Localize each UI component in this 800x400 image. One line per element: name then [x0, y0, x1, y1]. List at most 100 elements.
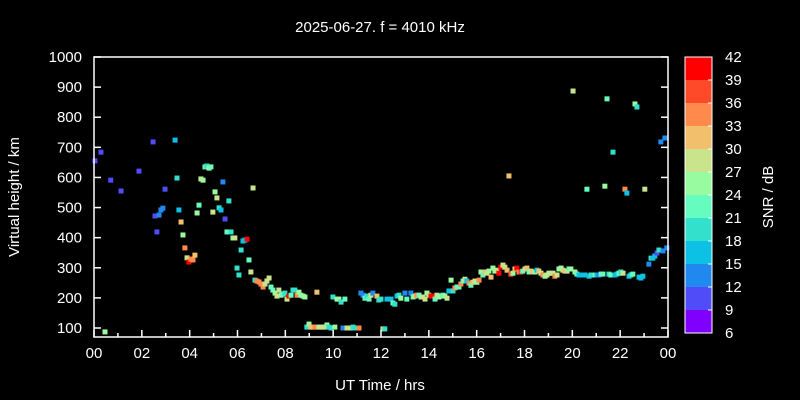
data-point	[640, 273, 646, 279]
colorbar-tick-label: 15	[725, 256, 742, 273]
data-point	[634, 104, 640, 110]
data-point	[244, 236, 250, 242]
x-axis-label: UT Time / hrs	[335, 377, 425, 394]
data-point	[360, 292, 366, 298]
colorbar-band	[685, 218, 712, 241]
data-point	[218, 207, 224, 213]
data-point	[608, 272, 614, 278]
x-tick-label: 00	[86, 345, 103, 362]
colorbar-band	[685, 103, 712, 126]
data-point	[476, 277, 482, 283]
data-point	[490, 265, 496, 271]
data-point	[220, 179, 226, 185]
x-tick-label: 00	[660, 345, 677, 362]
data-point	[228, 229, 234, 235]
y-tick-label: 700	[57, 139, 82, 156]
data-point	[456, 284, 462, 290]
data-point	[160, 205, 166, 211]
colorbar: 6 9 12 15 18 21 24 27 30 33 36 39 42	[684, 49, 742, 342]
data-point	[212, 189, 218, 195]
data-point	[182, 245, 188, 251]
x-tick-label: 04	[181, 345, 198, 362]
data-point	[524, 265, 530, 271]
data-point	[156, 212, 162, 218]
data-point	[342, 296, 348, 302]
colorbar-band	[685, 241, 712, 264]
data-point	[332, 324, 338, 330]
data-point	[268, 284, 274, 290]
data-point	[432, 296, 438, 302]
data-point	[224, 229, 230, 235]
data-point	[194, 210, 200, 216]
data-point	[514, 265, 520, 271]
y-tick-label: 300	[57, 260, 82, 277]
data-point	[162, 186, 168, 192]
y-tick-label: 100	[57, 320, 82, 337]
data-point	[276, 287, 282, 293]
data-point	[374, 293, 380, 299]
data-point	[238, 247, 244, 253]
data-point	[642, 186, 648, 192]
y-tick-label: 800	[57, 109, 82, 126]
data-point	[190, 257, 196, 263]
data-point	[200, 177, 206, 183]
colorbar-tick-label: 36	[725, 95, 742, 112]
x-tick-label: 14	[420, 345, 437, 362]
data-point	[468, 282, 474, 288]
data-point	[172, 137, 178, 143]
colorbar-tick-label: 12	[725, 279, 742, 296]
data-point	[388, 296, 394, 302]
data-point	[288, 292, 294, 298]
colorbar-tick-label: 27	[725, 164, 742, 181]
data-point	[494, 267, 500, 273]
data-point	[338, 299, 344, 305]
data-point	[272, 290, 278, 296]
chart-title: 2025-06-27. f = 4010 kHz	[295, 19, 465, 36]
x-tick-label: 12	[373, 345, 390, 362]
data-point	[660, 248, 666, 254]
colorbar-band	[685, 80, 712, 103]
y-tick-label: 200	[57, 290, 82, 307]
data-point	[260, 284, 266, 290]
data-point	[314, 289, 320, 295]
y-tick-label: 500	[57, 200, 82, 217]
data-point	[274, 293, 280, 299]
data-point	[448, 277, 454, 283]
data-point	[246, 257, 252, 263]
data-point	[340, 325, 346, 331]
data-point	[392, 301, 398, 307]
data-point	[458, 281, 464, 287]
data-point	[444, 295, 450, 301]
colorbar-band	[685, 149, 712, 172]
data-point	[550, 270, 556, 276]
data-point	[622, 186, 628, 192]
data-point	[152, 213, 158, 219]
data-point	[662, 135, 668, 141]
data-point	[632, 101, 638, 107]
y-axis-label: Virtual height / km	[6, 137, 23, 257]
data-point	[258, 281, 264, 287]
colorbar-tick-label: 24	[725, 187, 742, 204]
data-point	[192, 252, 198, 258]
x-tick-label: 02	[133, 345, 150, 362]
data-point	[136, 168, 142, 174]
data-point	[646, 261, 652, 267]
colorbar-band	[685, 195, 712, 218]
x-tick-label: 20	[564, 345, 581, 362]
data-point	[504, 267, 510, 273]
data-point	[118, 188, 124, 194]
data-point	[568, 266, 574, 272]
data-point	[488, 274, 494, 280]
data-point	[296, 289, 302, 295]
data-point	[226, 198, 232, 204]
y-tick-label: 600	[57, 169, 82, 186]
colorbar-tick-label: 42	[725, 49, 742, 66]
x-tick-label: 08	[277, 345, 294, 362]
data-point	[328, 325, 334, 331]
data-point	[366, 296, 372, 302]
colorbar-tick-label: 39	[725, 72, 742, 89]
data-point	[250, 185, 256, 191]
data-point	[402, 290, 408, 296]
data-points	[92, 88, 670, 335]
data-point	[364, 293, 370, 299]
